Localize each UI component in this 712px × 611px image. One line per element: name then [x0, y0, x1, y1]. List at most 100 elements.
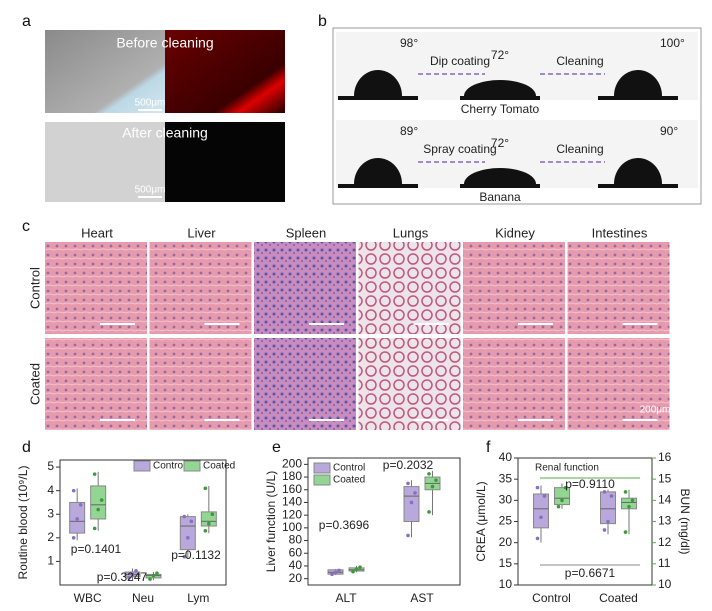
annotation: p=0.3696: [319, 518, 370, 532]
panel-label: f: [486, 439, 491, 456]
data-point: [92, 472, 97, 476]
panel-label: b: [318, 13, 327, 30]
y-tick-label: 160: [282, 482, 302, 496]
step: Cleaning: [556, 142, 603, 156]
data-point: [210, 512, 215, 517]
data-point: [358, 565, 362, 570]
data-point: [130, 572, 135, 577]
column-header: Kidney: [495, 225, 535, 240]
y-axis-label: Routine blood (10⁹/L): [16, 466, 30, 580]
panel-a: Before cleaning After cleaning 500μm 500…: [45, 30, 285, 202]
y2-tick-label: 16: [658, 450, 672, 464]
x-tick-label: Control: [532, 591, 571, 605]
x-tick-label: AST: [410, 591, 434, 605]
angle: 89°: [400, 124, 418, 138]
y-axis-label: CREA (μmol/L): [474, 481, 488, 561]
y-tick-label: 30: [499, 493, 513, 507]
stage: [338, 184, 418, 188]
data-point: [203, 528, 208, 533]
data-point: [134, 569, 138, 573]
tissue-image: [149, 242, 252, 334]
data-point: [409, 500, 414, 505]
y-tick-label: 2: [47, 530, 54, 544]
legend-swatch: [133, 460, 151, 472]
y2-tick-label: 11: [658, 556, 671, 570]
droplet: [614, 158, 662, 184]
column-header: Spleen: [286, 225, 326, 240]
data-point: [430, 484, 435, 489]
panel-label: e: [272, 439, 281, 456]
annotation: p=0.2032: [383, 458, 434, 472]
box: [533, 493, 549, 529]
tissue-image: [358, 242, 461, 334]
scale: 200μm: [640, 405, 671, 416]
droplet: [464, 168, 536, 184]
data-point: [560, 498, 564, 503]
stage: [598, 96, 678, 100]
y-tick-label: 10: [499, 577, 513, 591]
annotation: p=0.9110: [565, 477, 615, 491]
data-point: [337, 568, 341, 573]
tissue-image: [463, 338, 565, 430]
data-point: [602, 528, 607, 532]
panel-label: a: [22, 13, 31, 30]
legend-label: Coated: [333, 475, 365, 486]
stage: [338, 96, 418, 100]
y-tick-label: 20: [499, 535, 513, 549]
panel-b-frame: [332, 27, 702, 205]
box: [600, 491, 616, 525]
data-point: [96, 507, 100, 512]
y-tick-label: 180: [282, 469, 302, 483]
data-point: [354, 567, 359, 571]
fluorescence: [165, 122, 285, 202]
data-point: [186, 536, 190, 540]
data-point: [563, 485, 568, 490]
data-point: [99, 498, 104, 502]
annotation: p=0.3247: [97, 570, 148, 584]
data-point: [78, 503, 83, 507]
tissue-image: [149, 338, 252, 430]
y-tick-label: 20: [289, 571, 303, 585]
data-point: [630, 498, 635, 503]
data-point: [556, 504, 561, 509]
data-point: [148, 577, 152, 581]
data-point: [609, 494, 614, 498]
micrograph: [45, 30, 165, 113]
column-header: Liver: [187, 225, 216, 240]
y-tick-label: 140: [282, 495, 302, 509]
angle: 90°: [660, 124, 678, 138]
data-point: [71, 536, 76, 540]
data-point: [427, 472, 431, 476]
data-point: [623, 530, 628, 534]
data-point: [602, 490, 607, 494]
y-tick-label: 40: [289, 558, 303, 572]
box: [90, 485, 107, 520]
droplet: [354, 158, 402, 184]
x-tick-label: ALT: [335, 591, 357, 605]
data-point: [539, 515, 543, 520]
box: [179, 516, 196, 551]
stage: [598, 184, 678, 188]
micrograph: [45, 122, 165, 202]
plot-frame: [59, 459, 227, 586]
data-point: [406, 533, 410, 538]
data-point: [434, 478, 438, 483]
tissue-image: [567, 242, 670, 334]
data-point: [535, 536, 540, 541]
y-tick-label: 200: [282, 457, 302, 471]
y2-tick-label: 15: [658, 471, 672, 485]
label: After cleaning: [122, 125, 208, 141]
y-tick-label: 40: [499, 450, 513, 464]
y-tick-label: 4: [47, 483, 54, 497]
legend-swatch: [313, 474, 331, 486]
tissue-image: [463, 242, 565, 334]
panel-label: d: [22, 439, 31, 456]
data-point: [623, 490, 628, 494]
annotation: p=0.6671: [565, 566, 616, 580]
panel-label: c: [22, 218, 30, 235]
x-tick-label: WBC: [74, 591, 102, 605]
data-point: [189, 519, 194, 524]
column-header: Lungs: [393, 225, 429, 240]
annotation: Renal function: [535, 463, 599, 474]
y2-tick-label: 13: [658, 514, 672, 528]
